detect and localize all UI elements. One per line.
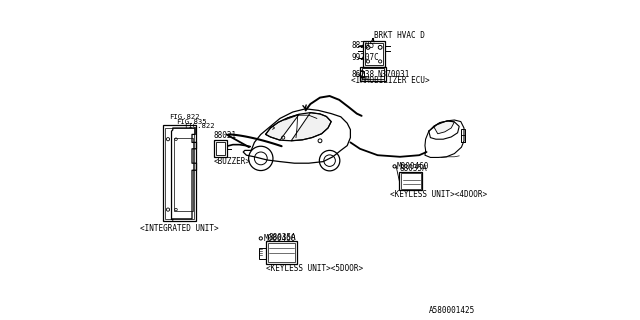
Text: 88205: 88205 [351,41,374,50]
Text: A580001425: A580001425 [429,306,475,315]
Bar [399,172,422,190]
Bar [362,68,384,79]
Text: N370031: N370031 [378,70,410,79]
Bar [364,41,385,67]
Bar [163,125,196,221]
Text: <INTEGRATED UNIT>: <INTEGRATED UNIT> [140,224,218,233]
Bar [461,135,465,142]
Polygon shape [291,113,332,141]
Bar [214,140,227,157]
Bar [266,241,297,264]
Text: 88035A: 88035A [399,164,427,173]
Bar [360,71,364,77]
Bar [461,129,465,142]
Polygon shape [434,121,454,134]
Text: M000460: M000460 [397,162,429,171]
Text: 99207C: 99207C [351,53,379,62]
Text: 86238: 86238 [351,70,374,79]
Bar [360,67,386,81]
Text: 88035A: 88035A [269,233,296,242]
Text: <KEYLESS UNIT><4DOOR>: <KEYLESS UNIT><4DOOR> [390,190,488,199]
Text: <BUZZER>: <BUZZER> [214,157,251,166]
Text: FIG.835: FIG.835 [176,119,207,124]
Text: FIG.822: FIG.822 [169,114,200,120]
Bar [401,173,421,189]
Bar [216,142,225,155]
Bar [259,248,266,259]
Text: <KEYLESS UNIT><5DOOR>: <KEYLESS UNIT><5DOOR> [266,264,363,273]
Text: BRKT HVAC D: BRKT HVAC D [374,31,424,40]
Bar [165,128,193,219]
Text: FIG.822: FIG.822 [184,124,214,129]
Bar [365,43,383,65]
Bar [268,243,295,262]
Text: 88021: 88021 [214,132,237,140]
Text: M000460: M000460 [264,234,296,243]
Polygon shape [266,114,300,140]
Text: <IMMOBILIZER ECU>: <IMMOBILIZER ECU> [351,76,430,85]
Bar [174,138,193,211]
